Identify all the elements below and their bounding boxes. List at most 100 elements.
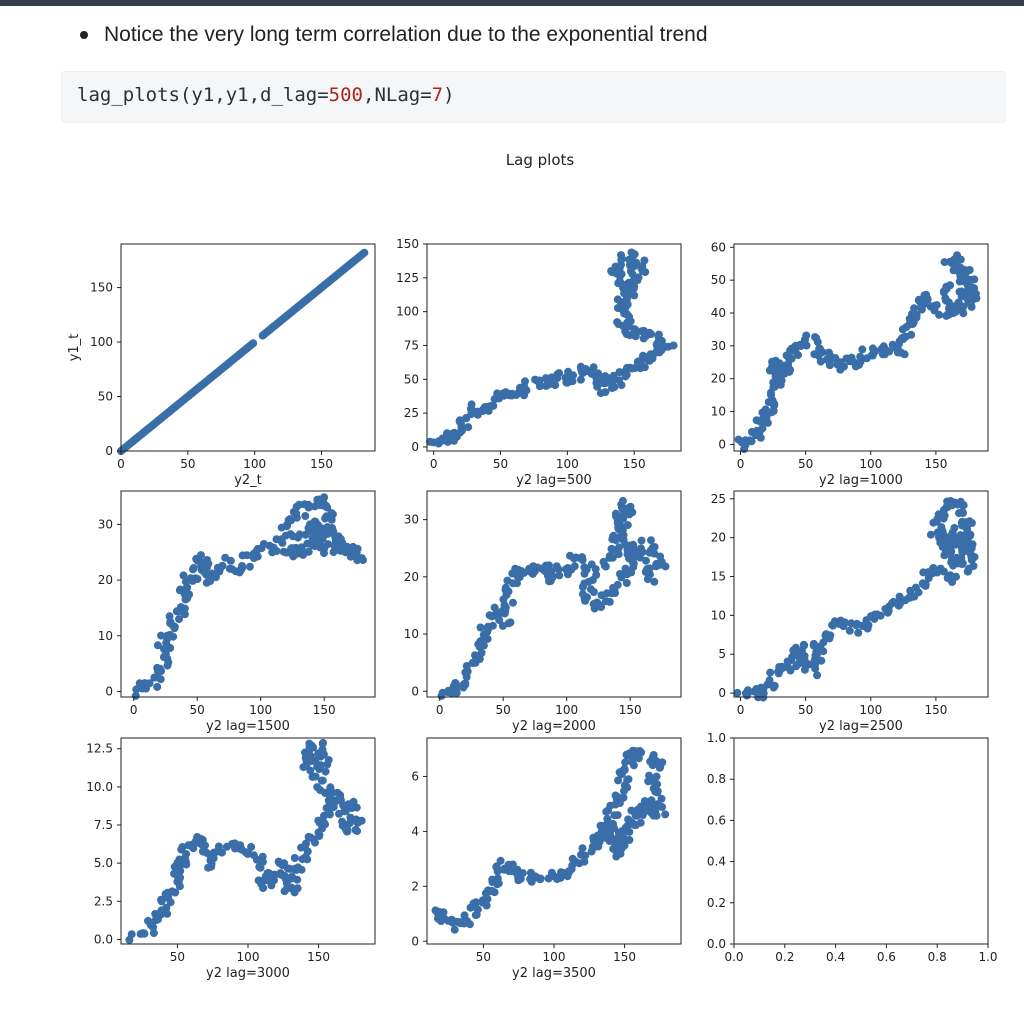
scatter-point [623,751,632,760]
scatter-point [825,357,834,366]
x-tick-label: 100 [859,703,882,717]
x-tick-label: 150 [619,703,642,717]
y-tick-label: 2.5 [94,894,113,908]
scatter-point [653,800,662,809]
x-axis-label: y2 lag=2000 [512,719,596,734]
scatter-point [618,830,627,839]
scatter-point [360,248,369,257]
scatter-point [618,841,627,850]
scatter-point [753,426,761,435]
scatter-point [170,869,178,878]
scatter-point [238,562,246,570]
scatter-points [733,497,979,702]
scatter-point [609,371,618,380]
y-tick-label: 12.5 [86,742,113,756]
scatter-point [655,348,664,357]
axes-frame [426,490,682,698]
scatter-point [858,345,867,354]
scatter-point [912,313,921,322]
scatter-point [657,794,666,803]
scatter-point [352,803,361,812]
scatter-point [293,884,302,893]
scatter-point [612,852,621,861]
scatter-point [330,541,339,550]
scatter-point [627,248,636,257]
x-tick-label: 0.6 [877,950,896,964]
scatter-point [815,345,824,353]
y-tick-label: 20 [711,372,726,386]
x-tick-label: 50 [798,703,813,717]
y-tick-label: 0 [411,440,419,454]
x-tick-label: 100 [859,457,882,471]
scatter-point [557,868,565,877]
window-top-bar [0,0,1024,6]
scatter-point [958,507,967,516]
scatter-point [314,816,323,825]
scatter-point [181,857,190,866]
scatter-point [938,533,947,542]
scatter-point [450,917,459,926]
scatter-point [313,783,322,792]
scatter-point [636,818,645,827]
scatter-point [652,772,661,781]
scatter-point [145,679,154,688]
scatter-point [761,405,770,414]
code-close-paren: ) [443,84,455,106]
y-tick-label: 5.0 [94,856,113,870]
scatter-point [501,603,510,612]
scatter-point [966,530,975,539]
code-line[interactable]: lag_plots(y1,y1,d_lag=500,NLag=7) [77,84,455,106]
y-tick-label: 20 [98,573,113,587]
scatter-point [278,861,287,870]
scatter-point [620,786,628,795]
bullet-dot [80,31,88,39]
scatter-point [157,631,165,640]
x-tick-label: 50 [476,950,491,964]
scatter-point [175,615,183,623]
scatter-point [661,810,670,819]
x-tick-label: 0.4 [826,950,845,964]
scatter-point [621,282,630,291]
scatter-point [245,562,254,571]
y-tick-label: 50 [98,390,113,404]
axes-frame [120,490,376,698]
markdown-bullet: Notice the very long term correlation du… [80,20,708,50]
axes-frame [733,243,989,452]
scatter-point [253,552,262,561]
scatter-point [238,551,247,560]
scatter-point [965,276,974,285]
scatter-point [166,619,175,628]
x-axis-label: y2 lag=2500 [819,719,903,734]
scatter-point [935,310,944,319]
y-tick-label: 125 [396,271,419,285]
scatter-point [650,549,659,558]
scatter-point [628,270,637,279]
scatter-point [637,264,646,273]
scatter-point [942,282,951,291]
x-tick-label: 150 [924,703,947,717]
scatter-point [758,689,767,698]
scatter-point [341,804,350,813]
scatter-point [544,380,553,389]
scatter-point [626,363,635,372]
code-nlag-arg: ,NLag= [363,84,432,106]
scatter-point [189,564,198,572]
code-cell[interactable]: lag_plots(y1,y1,d_lag=500,NLag=7) [61,71,1006,123]
subplot-lag-1500: 0 50 100 150 0 10 20 30 y2 lag=1500 [98,490,376,734]
scatter-point [304,523,313,532]
scatter-point [626,261,635,270]
scatter-point [959,545,968,553]
scatter-point [302,756,311,765]
scatter-point [226,556,235,565]
scatter-point [535,382,544,391]
scatter-point [577,365,586,374]
scatter-point [615,277,624,286]
scatter-point [594,602,602,611]
axes-frame [733,490,989,698]
scatter-point [531,375,540,384]
y-tick-label: 150 [396,237,419,251]
y-tick-label: 10 [98,629,113,643]
scatter-point [329,796,338,805]
subplot-lag-3500: 50 100 150 0 2 4 6 y2 lag=3500 [411,737,682,981]
x-tick-label: 50 [493,457,508,471]
